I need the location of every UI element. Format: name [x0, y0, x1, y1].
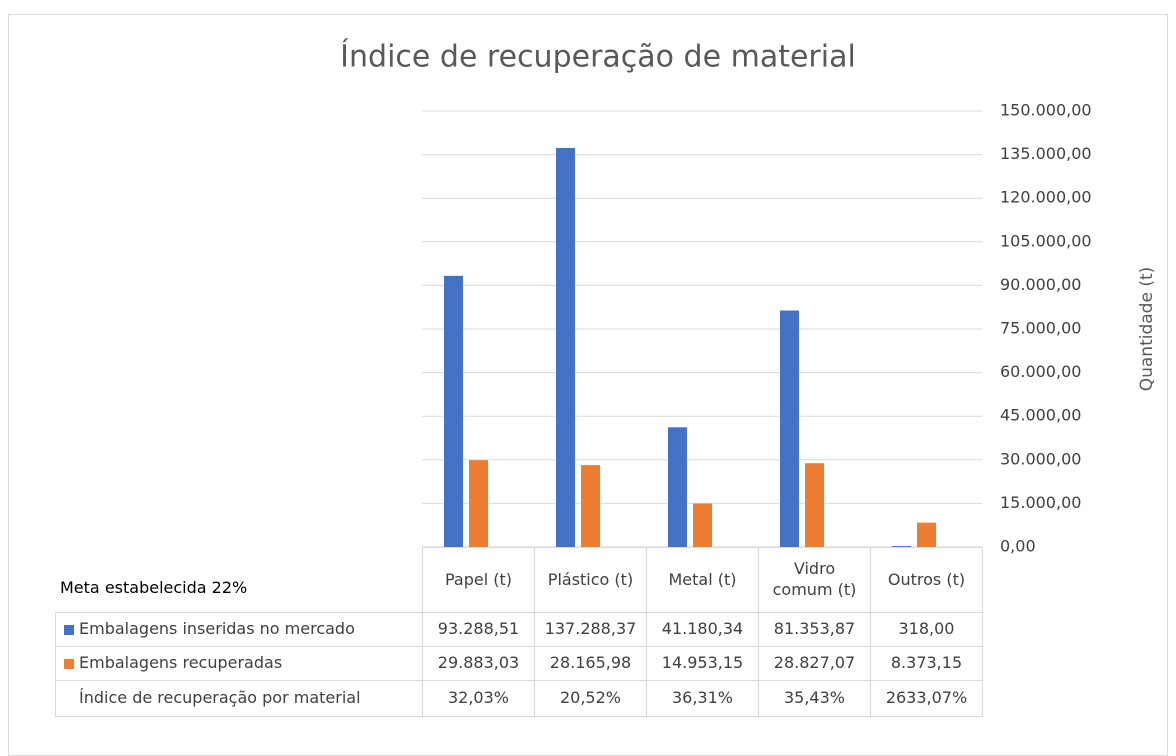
table-value: 137.288,37: [534, 612, 647, 647]
y-axis-title: Quantidade (t): [1137, 267, 1157, 392]
row-header: Índice de recuperação por material: [55, 680, 423, 717]
table-value: 35,43%: [758, 680, 871, 717]
bar: [444, 275, 463, 547]
y-tick-label: 90.000,00: [1000, 275, 1081, 294]
bar: [780, 310, 799, 547]
legend-label: Embalagens inseridas no mercado: [79, 619, 355, 639]
y-tick-label: 45.000,00: [1000, 406, 1081, 425]
legend-row-header: Embalagens inseridas no mercado: [55, 612, 423, 647]
table-value: 28.165,98: [534, 646, 647, 681]
page: Índice de recuperação de material Quanti…: [8, 14, 1168, 756]
table-value: 318,00: [870, 612, 983, 647]
legend-row-header: Embalagens recuperadas: [55, 646, 423, 681]
y-tick-label: 105.000,00: [1000, 231, 1092, 250]
table-value: 2633,07%: [870, 680, 983, 717]
table-value: 29.883,03: [422, 646, 535, 681]
category-header: Vidro comum (t): [758, 547, 871, 613]
y-tick-label: 15.000,00: [1000, 493, 1081, 512]
legend-key: [64, 658, 74, 669]
y-tick-label: 135.000,00: [1000, 144, 1092, 163]
y-tick-label: 120.000,00: [1000, 188, 1092, 207]
legend-label: Embalagens recuperadas: [79, 653, 283, 673]
table-value: 93.288,51: [422, 612, 535, 647]
row-label: Índice de recuperação por material: [79, 688, 361, 708]
table-value: 81.353,87: [758, 612, 871, 647]
category-header: Papel (t): [422, 547, 535, 613]
table-value: 8.373,15: [870, 646, 983, 681]
bar: [469, 460, 488, 547]
category-header: Plástico (t): [534, 547, 647, 613]
bar: [917, 522, 936, 547]
category-header: Metal (t): [646, 547, 759, 613]
bar: [668, 427, 687, 547]
table-annotation: Meta estabelecida 22%: [60, 578, 248, 597]
table-value: 28.827,07: [758, 646, 871, 681]
y-tick-label: 75.000,00: [1000, 319, 1081, 338]
bar: [805, 463, 824, 547]
y-tick-label: 60.000,00: [1000, 362, 1081, 381]
table-value: 41.180,34: [646, 612, 759, 647]
chart: Índice de recuperação de material Quanti…: [340, 39, 1157, 556]
bar: [693, 503, 712, 547]
y-tick-label: 0,00: [1000, 537, 1036, 556]
legend-key: [64, 624, 74, 635]
bar: [556, 147, 575, 547]
y-tick-label: 30.000,00: [1000, 449, 1081, 468]
y-tick-label: 150.000,00: [1000, 101, 1092, 120]
table-value: 20,52%: [534, 680, 647, 717]
chart-title: Índice de recuperação de material: [340, 39, 856, 75]
bar: [892, 546, 911, 547]
table-value: 14.953,15: [646, 646, 759, 681]
category-header: Outros (t): [870, 547, 983, 613]
bar: [581, 465, 600, 547]
table-value: 36,31%: [646, 680, 759, 717]
table-value: 32,03%: [422, 680, 535, 717]
